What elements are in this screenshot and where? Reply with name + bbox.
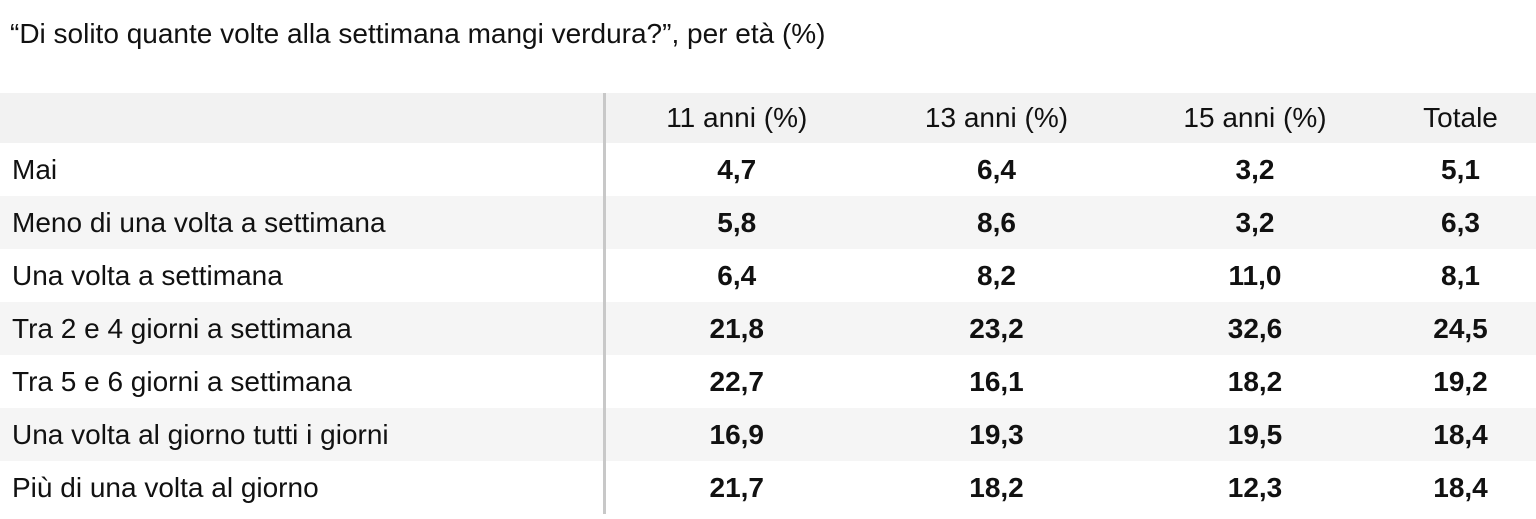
cell-value: 16,9 [709,418,765,450]
cell-value: 8,6 [977,206,1016,238]
header-row: 11 anni (%) 13 anni (%) 15 anni (%) Totale [0,93,1536,143]
row-label: Meno di una volta a settimana [0,196,606,249]
row-label: Tra 2 e 4 giorni a settimana [0,302,606,355]
row-label: Tra 5 e 6 giorni a settimana [0,355,606,408]
header-corner [0,93,606,143]
cell-value: 18,2 [1227,365,1283,397]
row-label: Una volta a settimana [0,249,606,302]
data-table: 11 anni (%) 13 anni (%) 15 anni (%) Totale … [0,93,1536,514]
cell-value: 3,2 [1235,206,1275,238]
cell-value: 24,5 [1433,312,1488,344]
cell-value: 3,2 [1235,153,1275,185]
table-body: Mai 4,7 6,4 3,2 5,1 Meno di una volta a setti… [0,143,1536,514]
row-label: Più di una volta al giorno [0,461,606,514]
row-label: Una volta al giorno tutti i giorni [0,408,606,461]
cell-value: 5,8 [717,206,757,238]
cell-value: 23,2 [969,312,1024,344]
cell-value: 21,8 [709,312,765,344]
row-label: Mai [0,143,606,196]
cell-value: 6,4 [977,153,1016,185]
table-row: Tra 2 e 4 giorni a settimana 21,8 23,2 32,6… [0,302,1536,355]
table-row: Mai 4,7 6,4 3,2 5,1 [0,143,1536,196]
cell-value: 19,3 [969,418,1024,450]
cell-value: 5,1 [1441,153,1480,185]
column-header: 15 anni (%) [1183,102,1327,133]
cell-value: 12,3 [1227,471,1283,503]
cell-value: 22,7 [709,365,765,397]
cell-value: 18,4 [1433,418,1488,450]
cell-value: 8,2 [977,259,1016,291]
cell-value: 6,3 [1441,206,1480,238]
table-row: Meno di una volta a settimana 5,8 8,6 3,2 6,… [0,196,1536,249]
cell-value: 32,6 [1227,312,1283,344]
cell-value: 21,7 [709,471,765,503]
cell-value: 18,2 [969,471,1024,503]
column-header: 11 anni (%) [666,102,808,133]
column-header: 13 anni (%) [924,102,1069,133]
cell-value: 18,4 [1433,471,1488,503]
cell-value: 6,4 [717,259,757,291]
cell-value: 8,1 [1441,259,1480,291]
table-row: Tra 5 e 6 giorni a settimana 22,7 16,1 18,2… [0,355,1536,408]
cell-value: 16,1 [969,365,1024,397]
cell-value: 11,0 [1228,259,1282,291]
table-row: Una volta al giorno tutti i giorni 16,9 19… [0,408,1536,461]
table-title: “Di solito quante volte alla settimana m… [10,18,826,49]
cell-value: 19,2 [1433,365,1488,397]
cell-value: 19,5 [1227,418,1283,450]
table-row: Più di una volta al giorno 21,7 18,2 12,3 18… [0,461,1536,514]
cell-value: 4,7 [717,153,757,185]
column-header: Totale [1423,102,1498,133]
table-row: Una volta a settimana 6,4 8,2 11,0 8,1 [0,249,1536,302]
